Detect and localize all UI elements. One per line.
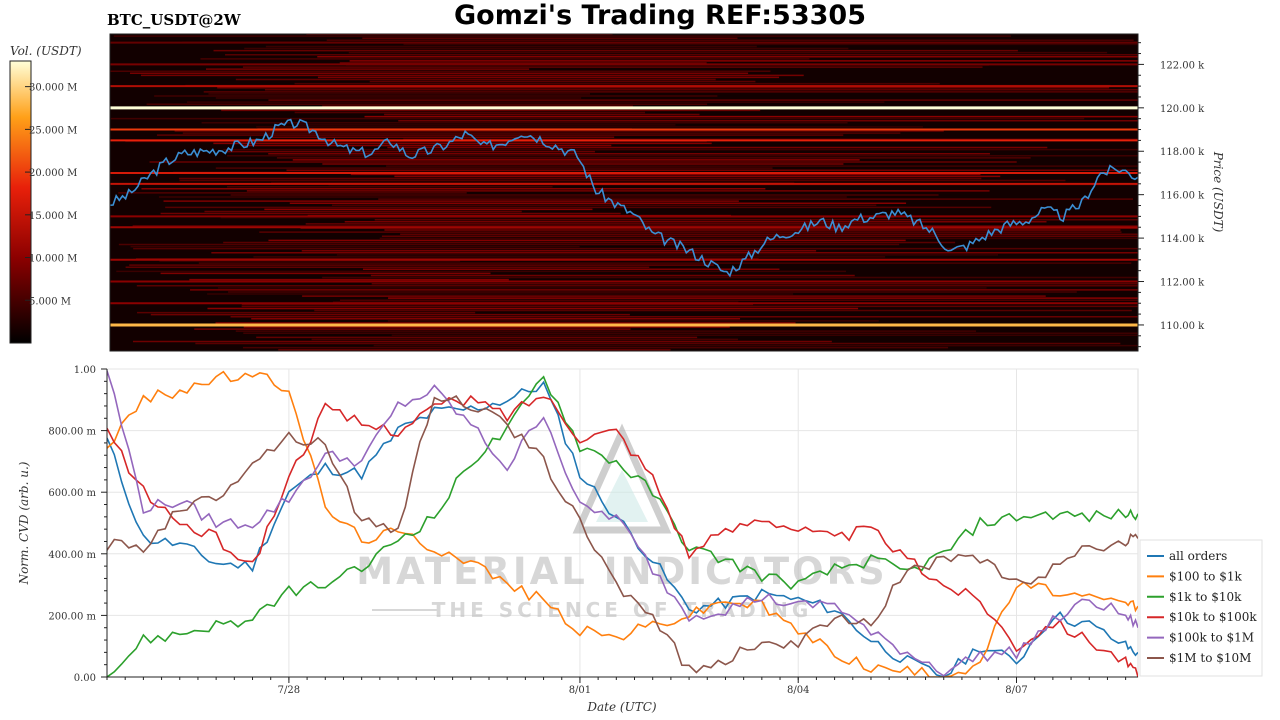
price-tick-label: 122.00 k	[1160, 60, 1205, 71]
heatmap-frame	[109, 33, 1139, 352]
legend-entry: $1k to $10k	[1169, 590, 1242, 604]
cvd-series-r100k_1m	[107, 370, 1138, 677]
legend-entry: $100k to $1M	[1169, 631, 1254, 645]
cvd-y-tick-label: 1.00	[74, 365, 96, 376]
pair-label: BTC_USDT@2W	[107, 11, 242, 29]
colorbar-tick-label: 25.000 M	[29, 125, 77, 136]
cvd-series-r10k_100k	[107, 394, 1138, 677]
heatmap-panel	[110, 34, 1138, 351]
legend-box	[1139, 539, 1263, 677]
colorbar-tick-label: 15.000 M	[29, 211, 77, 222]
cvd-x-tick-label: 8/07	[1005, 685, 1027, 696]
heatmap-liquidity-bands	[110, 41, 1138, 327]
colorbar-tick-label: 20.000 M	[29, 168, 77, 179]
price-line	[110, 118, 1138, 278]
cvd-x-tick-label: 8/01	[569, 685, 591, 696]
cvd-y-tick-label: 400.00 m	[48, 550, 96, 561]
colorbar-ticks: 5.000 M 10.000 M 15.000 M 20.000 M 25.000 M 3…	[25, 83, 77, 307]
cvd-y-tick-label: 200.00 m	[48, 611, 96, 622]
cvd-series-r1k_10k	[107, 375, 1138, 677]
watermark-triangle-icon	[572, 423, 672, 534]
colorbar-label: Vol. (USDT)	[10, 44, 82, 58]
price-tick-label: 120.00 k	[1160, 104, 1205, 115]
price-tick-label: 116.00 k	[1160, 191, 1205, 202]
cvd-series-r100_1k	[107, 370, 1138, 677]
cvd-series-r1m_10m	[107, 394, 1138, 674]
cvd-x-axis-label: Date (UTC)	[586, 700, 656, 714]
legend-entry: all orders	[1169, 549, 1227, 563]
watermark-line1: MATERIAL INDICATORS	[356, 550, 887, 593]
cvd-y-tick-label: 0.00	[74, 673, 96, 684]
legend-entry: $100 to $1k	[1169, 569, 1242, 583]
price-tick-label: 118.00 k	[1160, 147, 1205, 158]
chart-title: Gomzi's Trading REF:53305	[454, 0, 866, 31]
price-tick-label: 110.00 k	[1160, 321, 1205, 332]
price-tick-label: 114.00 k	[1160, 234, 1205, 245]
cvd-y-axis-label: Norm. CVD (arb. u.)	[17, 461, 31, 585]
watermark: MATERIAL INDICATORS THE SCIENCE OF TRADI…	[356, 423, 887, 622]
cvd-y-tick-label: 800.00 m	[48, 427, 96, 438]
price-axis: 110.00 k 112.00 k 114.00 k 116.00 k 118.00 k…	[1138, 42, 1205, 348]
cvd-x-axis: 7/28 8/01 8/04 8/07	[106, 677, 1127, 696]
cvd-x-tick-label: 7/28	[278, 685, 300, 696]
colorbar-tick-label: 10.000 M	[29, 254, 77, 265]
cvd-y-axis: 0.00 200.00 m 400.00 m 600.00 m 800.00 m 1.00	[48, 365, 107, 684]
colorbar-tick-label: 30.000 M	[29, 83, 77, 94]
legend-entry: $10k to $100k	[1169, 610, 1257, 624]
legend: all orders $100 to $1k $1k to $10k $10k to …	[1139, 539, 1263, 677]
cvd-x-tick-label: 8/04	[787, 685, 809, 696]
watermark-line2: THE SCIENCE OF TRADING	[432, 598, 813, 622]
price-tick-label: 112.00 k	[1160, 278, 1205, 289]
cvd-y-tick-label: 600.00 m	[48, 488, 96, 499]
legend-entry: $1M to $10M	[1169, 651, 1251, 665]
colorbar-tick-label: 5.000 M	[29, 296, 71, 307]
watermark-triangle-fill-icon	[596, 470, 648, 522]
colorbar	[9, 60, 32, 344]
price-axis-label: Price (USDT)	[1211, 151, 1225, 233]
cvd-series	[107, 370, 1138, 677]
